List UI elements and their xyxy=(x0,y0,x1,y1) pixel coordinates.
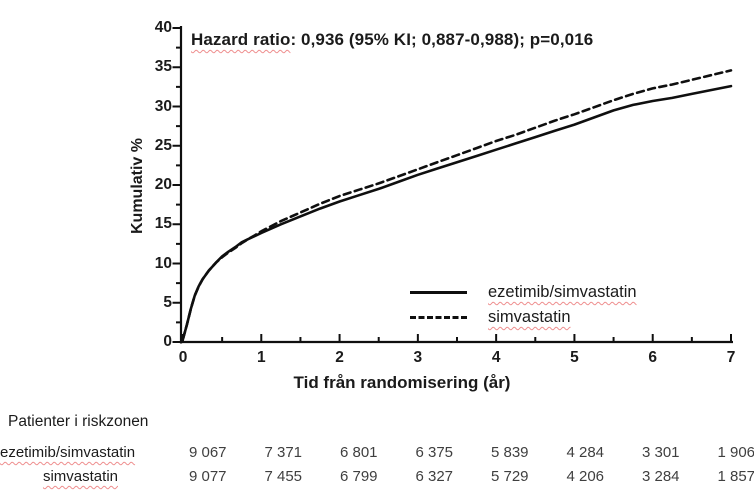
risk-table-title: Patienter i riskzonen xyxy=(8,413,149,430)
y-tick-label: 40 xyxy=(154,19,172,36)
risk-count: 4 284 xyxy=(566,444,605,461)
legend: ezetimib/simvastatin simvastatin xyxy=(410,280,637,330)
risk-count: 1 857 xyxy=(717,468,754,485)
risk-count: 5 729 xyxy=(490,468,529,485)
x-tick-label: 1 xyxy=(256,349,266,366)
x-tick-label: 7 xyxy=(726,349,736,366)
hazard-ratio-stats: : 0,936 (95% KI; 0,887-0,988); p=0,016 xyxy=(290,30,594,49)
legend-label: simvastatin xyxy=(488,308,571,326)
x-tick-label: 4 xyxy=(491,349,501,366)
risk-row-label-simvastatin: simvastatin xyxy=(42,468,118,485)
legend-item-ezetimib-simvastatin: ezetimib/simvastatin xyxy=(410,280,637,305)
risk-count: 9 067 xyxy=(188,444,227,461)
y-tick-label: 0 xyxy=(163,333,172,350)
curve-simvastatin xyxy=(181,69,733,341)
x-tick-label: 3 xyxy=(413,349,423,366)
y-tick-label: 10 xyxy=(154,254,172,272)
risk-count: 3 284 xyxy=(641,468,680,485)
y-tick-label: 35 xyxy=(154,58,172,76)
risk-row-values: 9 067 7 371 6 801 6 375 5 839 4 284 3 301 1 906 xyxy=(170,444,754,461)
risk-count: 1 906 xyxy=(717,444,754,461)
risk-count: 6 375 xyxy=(415,444,454,461)
risk-count: 6 327 xyxy=(415,468,454,485)
y-tick-label: 20 xyxy=(154,176,172,193)
risk-count: 7 455 xyxy=(264,468,303,485)
risk-count: 7 371 xyxy=(264,444,303,461)
hazard-ratio-term: Hazard ratio xyxy=(191,30,291,49)
x-tick-label: 2 xyxy=(335,349,344,366)
y-tick-label: 30 xyxy=(154,97,172,115)
risk-row-label-ezetimib-simvastatin: ezetimib/simvastatin xyxy=(0,444,136,461)
hazard-ratio-annotation: Hazard ratio: 0,936 (95% KI; 0,887-0,988… xyxy=(191,30,593,50)
x-axis-title: Tid från randomisering (år) xyxy=(293,373,511,392)
y-tick-label: 25 xyxy=(154,136,172,154)
legend-item-simvastatin: simvastatin xyxy=(410,305,637,330)
legend-label: ezetimib/simvastatin xyxy=(488,283,637,301)
x-tick-label: 6 xyxy=(648,349,658,366)
y-tick-label: 15 xyxy=(154,215,172,233)
risk-count: 9 077 xyxy=(188,468,227,485)
risk-count: 4 206 xyxy=(566,468,605,485)
y-tick-label: 5 xyxy=(163,293,172,311)
risk-count: 6 801 xyxy=(339,444,378,461)
risk-count: 5 839 xyxy=(490,444,529,461)
risk-count: 6 799 xyxy=(339,468,378,485)
x-tick-label: 5 xyxy=(570,349,579,366)
risk-count: 3 301 xyxy=(641,444,680,461)
x-tick-label: 0 xyxy=(178,349,188,366)
risk-row-values: 9 077 7 455 6 799 6 327 5 729 4 206 3 284 1 857 xyxy=(170,468,754,485)
solid-line-swatch xyxy=(410,291,467,294)
dashed-line-swatch xyxy=(410,316,467,319)
